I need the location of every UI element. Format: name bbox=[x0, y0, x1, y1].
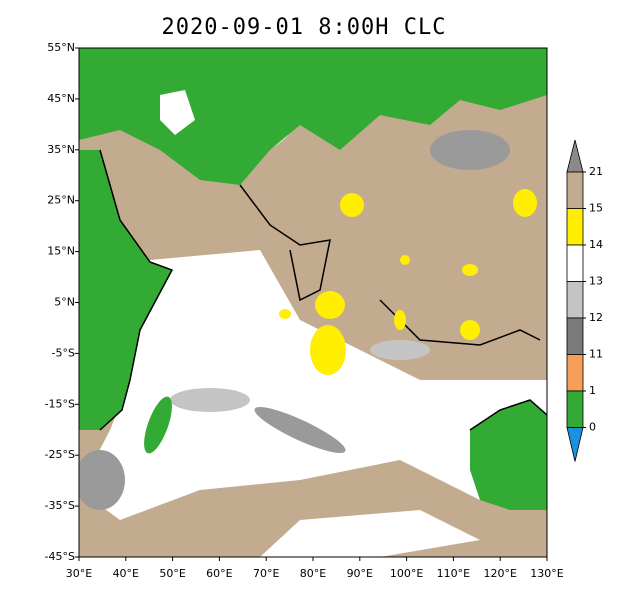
y-tick-label: 5°N bbox=[54, 296, 75, 309]
cloud-gray bbox=[370, 340, 430, 360]
coastline bbox=[469, 399, 547, 431]
cloud-yellow bbox=[279, 189, 537, 375]
x-tick-label: 80°E bbox=[300, 567, 326, 580]
x-tick-label: 60°E bbox=[206, 567, 232, 580]
colorbar-label: 12 bbox=[589, 311, 603, 324]
colorbar-label: 21 bbox=[589, 165, 603, 178]
colorbar-segment bbox=[566, 390, 584, 428]
colorbar-segment bbox=[566, 281, 584, 319]
colorbar-extend-bottom bbox=[566, 427, 584, 462]
coastline bbox=[239, 184, 331, 302]
cloud-white bbox=[79, 250, 547, 520]
y-tick-label: 55°N bbox=[47, 41, 75, 54]
land-eurasia bbox=[79, 48, 547, 185]
y-tick-label: 35°N bbox=[47, 143, 75, 156]
y-tick-label: -45°S bbox=[45, 550, 75, 563]
colorbar-label: 15 bbox=[589, 202, 603, 215]
x-tick-label: 70°E bbox=[253, 567, 279, 580]
cloud-gray bbox=[430, 130, 510, 170]
colorbar-segment bbox=[566, 317, 584, 355]
land-madagascar bbox=[144, 396, 172, 454]
colorbar-label: 13 bbox=[589, 275, 603, 288]
colorbar-label: 1 bbox=[589, 384, 596, 397]
sea-caspian bbox=[160, 90, 195, 135]
cloud-white bbox=[260, 510, 480, 557]
y-tick-label: 45°N bbox=[47, 92, 75, 105]
x-tick-label: 110°E bbox=[437, 567, 470, 580]
colorbar-extend-top bbox=[566, 139, 584, 173]
y-tick-label: 15°N bbox=[47, 245, 75, 258]
y-tick-label: 25°N bbox=[47, 194, 75, 207]
colorbar-segment bbox=[566, 244, 584, 282]
axes: 30°E 40°E 50°E 60°E 70°E 80°E 90°E 100°E 110°E 12… bbox=[45, 41, 564, 580]
x-tick-label: 120°E bbox=[483, 567, 516, 580]
y-tick-label: -25°S bbox=[45, 448, 75, 461]
colorbar-segment bbox=[566, 171, 584, 209]
cloud-gray bbox=[79, 450, 125, 510]
map-title: 2020-09-01 8:00H CLC bbox=[162, 15, 447, 40]
x-tick-label: 130°E bbox=[530, 567, 563, 580]
colorbar-label: 11 bbox=[589, 348, 603, 361]
colorbar-segment bbox=[566, 354, 584, 392]
land-australia bbox=[470, 400, 547, 510]
x-tick-label: 40°E bbox=[113, 567, 139, 580]
land-africa bbox=[79, 150, 172, 430]
y-tick-label: -15°S bbox=[45, 397, 75, 410]
y-tick-label: -35°S bbox=[45, 499, 75, 512]
cloud-gray bbox=[170, 388, 250, 412]
cloud-gray bbox=[254, 407, 346, 453]
x-tick-label: 50°E bbox=[159, 567, 185, 580]
colorbar-segment bbox=[566, 208, 584, 246]
coastline bbox=[99, 149, 174, 431]
x-tick-label: 100°E bbox=[390, 567, 423, 580]
x-tick-label: 30°E bbox=[66, 567, 92, 580]
colorbar-label: 14 bbox=[589, 238, 603, 251]
map-field bbox=[79, 48, 547, 557]
x-tick-label: 90°E bbox=[347, 567, 373, 580]
colorbar-label: 0 bbox=[589, 421, 596, 434]
coastline bbox=[379, 299, 541, 346]
y-tick-label: -5°S bbox=[52, 346, 75, 359]
